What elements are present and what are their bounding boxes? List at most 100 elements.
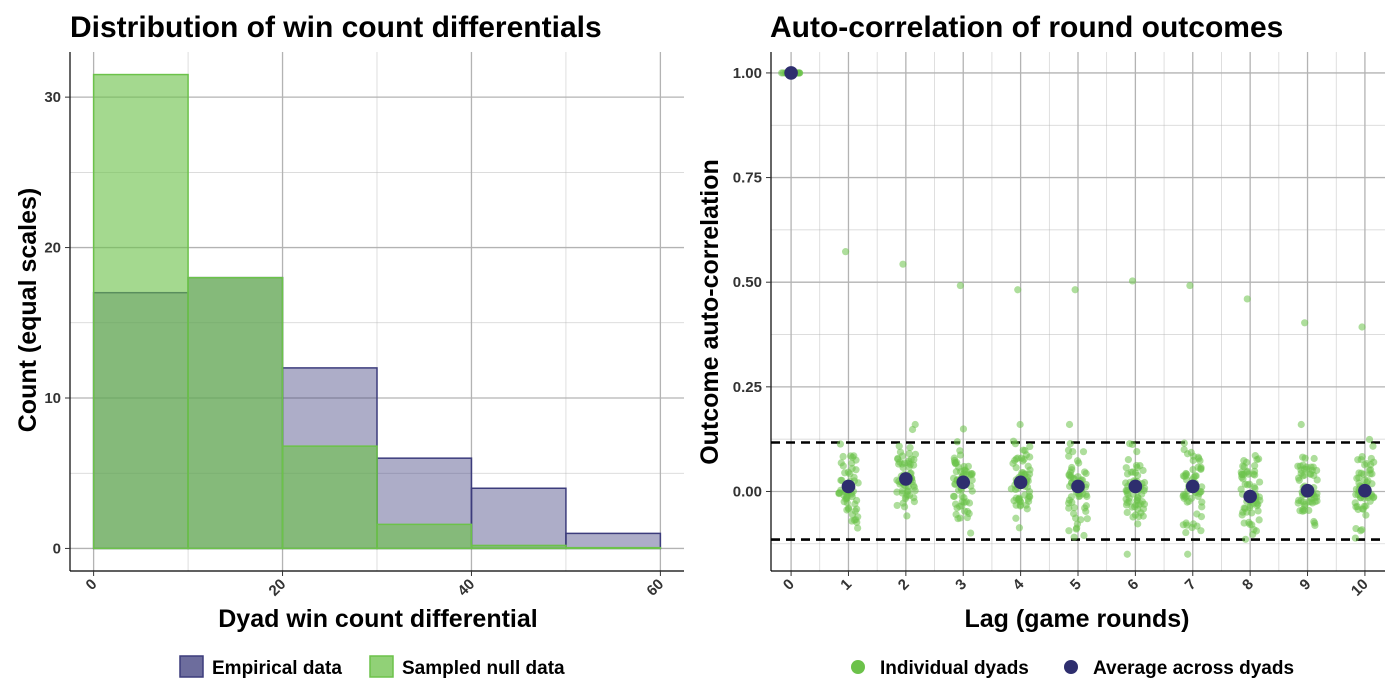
individual-point — [1303, 465, 1311, 473]
average-points — [784, 66, 1372, 504]
individual-point — [854, 524, 862, 532]
y-tick-label: 0.25 — [733, 379, 762, 396]
individual-point — [1127, 468, 1135, 476]
individual-point — [1016, 502, 1024, 510]
individual-point — [900, 503, 909, 511]
individual-point — [1016, 420, 1024, 429]
individual-point — [967, 529, 975, 537]
histogram-y-axis-label: Count (equal scales) — [14, 188, 42, 433]
individual-point — [902, 493, 910, 501]
individual-point — [1133, 448, 1141, 456]
individual-point — [1184, 550, 1192, 558]
individual-point — [1080, 531, 1088, 540]
bar-null-0 — [92, 73, 189, 550]
individual-point — [1296, 507, 1304, 515]
individual-point — [1360, 470, 1368, 478]
individual-point — [1365, 435, 1374, 444]
individual-point — [1250, 467, 1259, 475]
average-point-lag-3 — [956, 475, 971, 490]
y-tick-label: 0 — [53, 540, 61, 557]
individual-point — [1123, 508, 1131, 517]
average-point-lag-10 — [1358, 483, 1372, 498]
individual-point-outlier — [1071, 286, 1079, 294]
histogram-title: Distribution of win count differentials — [70, 11, 602, 44]
individual-point — [1134, 471, 1142, 480]
individual-point — [1307, 498, 1315, 506]
x-tick-label: 1 — [837, 576, 855, 594]
individual-point — [1019, 469, 1027, 477]
legend-key-empirical — [179, 655, 204, 678]
average-point-lag-5 — [1071, 479, 1085, 494]
individual-point — [953, 438, 961, 446]
autocorrelation-legend: Individual dyads Average across dyads — [851, 658, 1294, 679]
individual-point — [1180, 445, 1188, 454]
individual-point — [949, 492, 958, 500]
legend-label-average: Average across dyads — [1093, 658, 1294, 679]
individual-point — [1009, 437, 1018, 445]
individual-point — [1310, 454, 1318, 463]
individual-point — [1355, 479, 1363, 487]
individual-point — [894, 455, 902, 463]
individual-point — [1180, 494, 1188, 502]
individual-point — [1123, 550, 1131, 558]
individual-point — [1067, 493, 1076, 501]
individual-point-outlier — [1014, 286, 1022, 294]
individual-point — [1124, 456, 1132, 464]
individual-point — [852, 466, 860, 474]
individual-point — [1072, 525, 1080, 533]
average-point-lag-4 — [1013, 475, 1028, 490]
individual-point — [955, 502, 964, 510]
x-tick-label: 5 — [1067, 576, 1085, 594]
individual-point — [1123, 499, 1131, 507]
individual-point — [1010, 497, 1018, 505]
autocorrelation-panel: Auto-correlation of round outcomes 0 1 2 3 4… — [696, 11, 1385, 679]
individual-point — [1297, 420, 1305, 429]
individual-point — [1198, 503, 1206, 511]
y-tick-label: 30 — [44, 89, 61, 106]
legend-key-individual — [851, 660, 865, 674]
individual-point — [1243, 481, 1252, 489]
individual-point — [958, 492, 966, 500]
individual-point — [906, 443, 914, 452]
legend-key-null — [369, 655, 394, 678]
individual-point — [1370, 458, 1378, 466]
individual-point — [911, 487, 919, 495]
bar-null-1 — [187, 276, 284, 550]
individual-point — [905, 449, 913, 458]
autocorrelation-x-axis-label: Lag (game rounds) — [964, 605, 1189, 633]
individual-point — [1238, 511, 1246, 519]
y-tick-label: 10 — [44, 390, 61, 407]
x-tick-label: 20 — [266, 576, 290, 600]
individual-point — [1353, 502, 1361, 511]
individual-point — [905, 463, 913, 471]
individual-point — [1252, 527, 1261, 535]
individual-point — [842, 495, 850, 503]
individual-point — [1241, 504, 1249, 513]
histogram-panel: Distribution of win count differentials … — [14, 11, 684, 679]
individual-point — [1366, 470, 1374, 478]
individual-point — [910, 494, 918, 502]
legend-label-empirical: Empirical data — [212, 658, 342, 679]
bar-empirical-5 — [565, 532, 662, 550]
individual-point — [956, 514, 964, 522]
bar-null-3 — [376, 523, 473, 550]
individual-point — [1123, 488, 1131, 497]
individual-point — [1368, 480, 1376, 488]
legend-label-individual: Individual dyads — [880, 658, 1029, 679]
individual-point — [854, 513, 862, 521]
individual-point — [903, 512, 911, 520]
individual-point — [1182, 469, 1190, 478]
average-point-lag-2 — [899, 472, 913, 486]
individual-point — [853, 518, 861, 526]
individual-point — [1194, 463, 1202, 471]
individual-point — [895, 442, 903, 450]
individual-point-outlier — [1358, 323, 1366, 331]
x-tick-label: 7 — [1182, 576, 1200, 594]
individual-point — [1301, 454, 1309, 462]
individual-point — [1363, 459, 1371, 468]
individual-point — [1065, 471, 1073, 479]
individual-point — [1366, 497, 1374, 505]
individual-point — [1360, 502, 1369, 510]
individual-point — [852, 456, 860, 464]
